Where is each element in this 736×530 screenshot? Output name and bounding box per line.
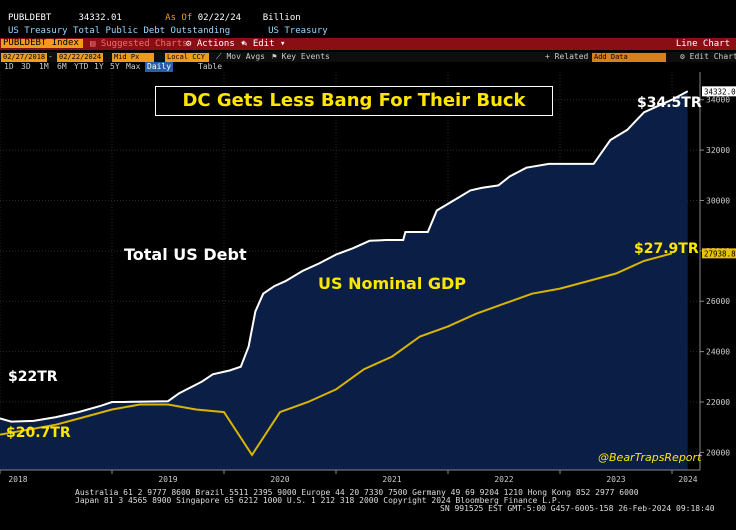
debt-end-annotation: $34.5TR: [637, 95, 702, 111]
debt-start-annotation: $22TR: [8, 369, 58, 385]
y-tick-label: 30000: [706, 196, 730, 205]
chevron-down-icon: ▾: [279, 39, 286, 49]
x-tick-label: 2022: [494, 475, 513, 484]
gdp-series-line: [0, 252, 673, 457]
header-row: PUBLDEBT 34332.01 As Of 02/22/24 Billion: [8, 12, 736, 24]
related-data-button[interactable]: + Related Dat: [545, 52, 608, 61]
edit-chart-button[interactable]: ⚙ Edit Chart: [680, 52, 736, 62]
toolbar: PUBLDEBT Index ▤ Suggested Charts ⚙ Acti…: [0, 38, 736, 50]
y-tick-label: 20000: [706, 448, 730, 457]
edit-chart-label: Edit Chart: [689, 52, 736, 61]
start-date-field[interactable]: 02/27/2018: [1, 52, 47, 62]
y-tick-label: 26000: [706, 297, 730, 306]
y-tick-label: 32000: [706, 146, 730, 155]
footer-line-3: SN 991525 EST GMT-5:00 G457-6005-158 26-…: [440, 504, 715, 513]
x-tick-label: 2019: [158, 475, 177, 484]
edit-menu[interactable]: ✎ Edit ▾: [242, 38, 285, 50]
x-axis: 2018 2019 2020 2021 2022 2023 2024: [0, 469, 700, 484]
ticker: PUBLDEBT: [8, 13, 52, 23]
period-daily[interactable]: Daily: [145, 62, 174, 72]
gdp-series-label: US Nominal GDP: [318, 274, 467, 293]
suggested-charts-button[interactable]: ▤ Suggested Charts: [90, 38, 188, 50]
y-tick-label: 22000: [706, 398, 730, 407]
y-tick-label: 34000: [706, 96, 730, 105]
x-tick-label: 2023: [606, 475, 625, 484]
actions-label: Actions: [196, 39, 235, 49]
period-5y[interactable]: 5Y: [110, 62, 120, 71]
chart-type-label: Line Chart: [675, 39, 730, 49]
period-3d[interactable]: 3D: [21, 62, 31, 71]
description-row: US Treasury Total Public Debt Outstandin…: [8, 25, 736, 37]
gear-icon: ⚙: [186, 39, 192, 49]
period-ytd[interactable]: YTD: [74, 62, 89, 71]
last-value: 34332.01: [78, 13, 122, 23]
gdp-last-value-tag-bg: [702, 248, 736, 259]
units: Billion: [262, 13, 301, 23]
period-1y[interactable]: 1Y: [94, 62, 104, 71]
period-bar: 1D 3D 1M 6M YTD 1Y 5Y Max Daily Table: [0, 62, 736, 72]
table-button[interactable]: Table: [198, 62, 223, 71]
chevron-down-icon: ▾: [240, 39, 246, 49]
x-tick-label: 2021: [382, 475, 401, 484]
y-tick-label: 24000: [706, 348, 730, 357]
gdp-start-annotation: $20.7TR: [6, 425, 71, 441]
value-tags: 34332.01 27938.83: [702, 86, 736, 259]
debt-area-fill: [0, 91, 688, 471]
period-6m[interactable]: 6M: [57, 62, 67, 71]
period-1d[interactable]: 1D: [4, 62, 14, 71]
period-1m[interactable]: 1M: [39, 62, 49, 71]
related-data-label: Related Dat: [554, 52, 608, 61]
mov-avgs-toggle[interactable]: ⟋ Mov Avgs: [216, 52, 265, 62]
key-events-label: Key Events: [281, 52, 330, 61]
period-max[interactable]: Max: [126, 62, 141, 71]
add-data-field[interactable]: Add Data: [592, 52, 666, 62]
chart-title: DC Gets Less Bang For Their Buck: [155, 86, 553, 116]
footer-line-1: Australia 61 2 9777 8600 Brazil 5511 239…: [75, 488, 639, 497]
actions-menu[interactable]: ⚙ Actions ▾: [186, 38, 246, 50]
as-of-label: As Of: [165, 13, 193, 23]
description: US Treasury Total Public Debt Outstandin…: [8, 26, 231, 36]
field-select[interactable]: Mid Px: [112, 52, 154, 62]
settings-bar: 02/27/2018 - 02/22/2024 Mid Px Local CCY…: [0, 52, 736, 62]
gear-icon: ⚙: [680, 52, 685, 61]
debt-last-value-tag: 34332.01: [704, 87, 736, 96]
flag-icon: ⚑: [272, 52, 277, 61]
debt-series-line: [0, 90, 689, 423]
end-date-field[interactable]: 02/22/2024: [57, 52, 103, 62]
edit-label: Edit: [252, 39, 275, 49]
pencil-icon: ✎: [242, 39, 248, 49]
chart-icon: ▤: [90, 39, 96, 49]
watermark: @BearTrapsReport: [598, 451, 702, 464]
x-tick-label: 2020: [270, 475, 289, 484]
gdp-end-annotation: $27.9TR: [634, 241, 699, 257]
source: US Treasury: [268, 26, 328, 36]
currency-select[interactable]: Local CCY: [165, 52, 209, 62]
line-icon: ⟋: [216, 52, 222, 61]
mov-avgs-label: Mov Avgs: [226, 52, 265, 61]
line-chart: 2000022000240002600028000300003200034000…: [0, 72, 736, 484]
security-field[interactable]: PUBLDEBT Index: [1, 38, 83, 48]
x-tick-label: 2018: [8, 475, 27, 484]
y-axis: 2000022000240002600028000300003200034000: [699, 72, 730, 470]
date-separator: -: [48, 52, 53, 61]
key-events-toggle[interactable]: ⚑ Key Events: [272, 52, 330, 62]
suggested-charts-label: Suggested Charts: [100, 39, 188, 49]
as-of-date[interactable]: 02/22/24: [197, 13, 242, 23]
gdp-last-value-tag: 27938.83: [704, 249, 736, 258]
footer-line-2: Japan 81 3 4565 8900 Singapore 65 6212 1…: [75, 496, 562, 505]
debt-last-value-tag-bg: [702, 86, 736, 97]
debt-series-label: Total US Debt: [124, 245, 247, 264]
x-tick-label: 2024: [678, 475, 697, 484]
